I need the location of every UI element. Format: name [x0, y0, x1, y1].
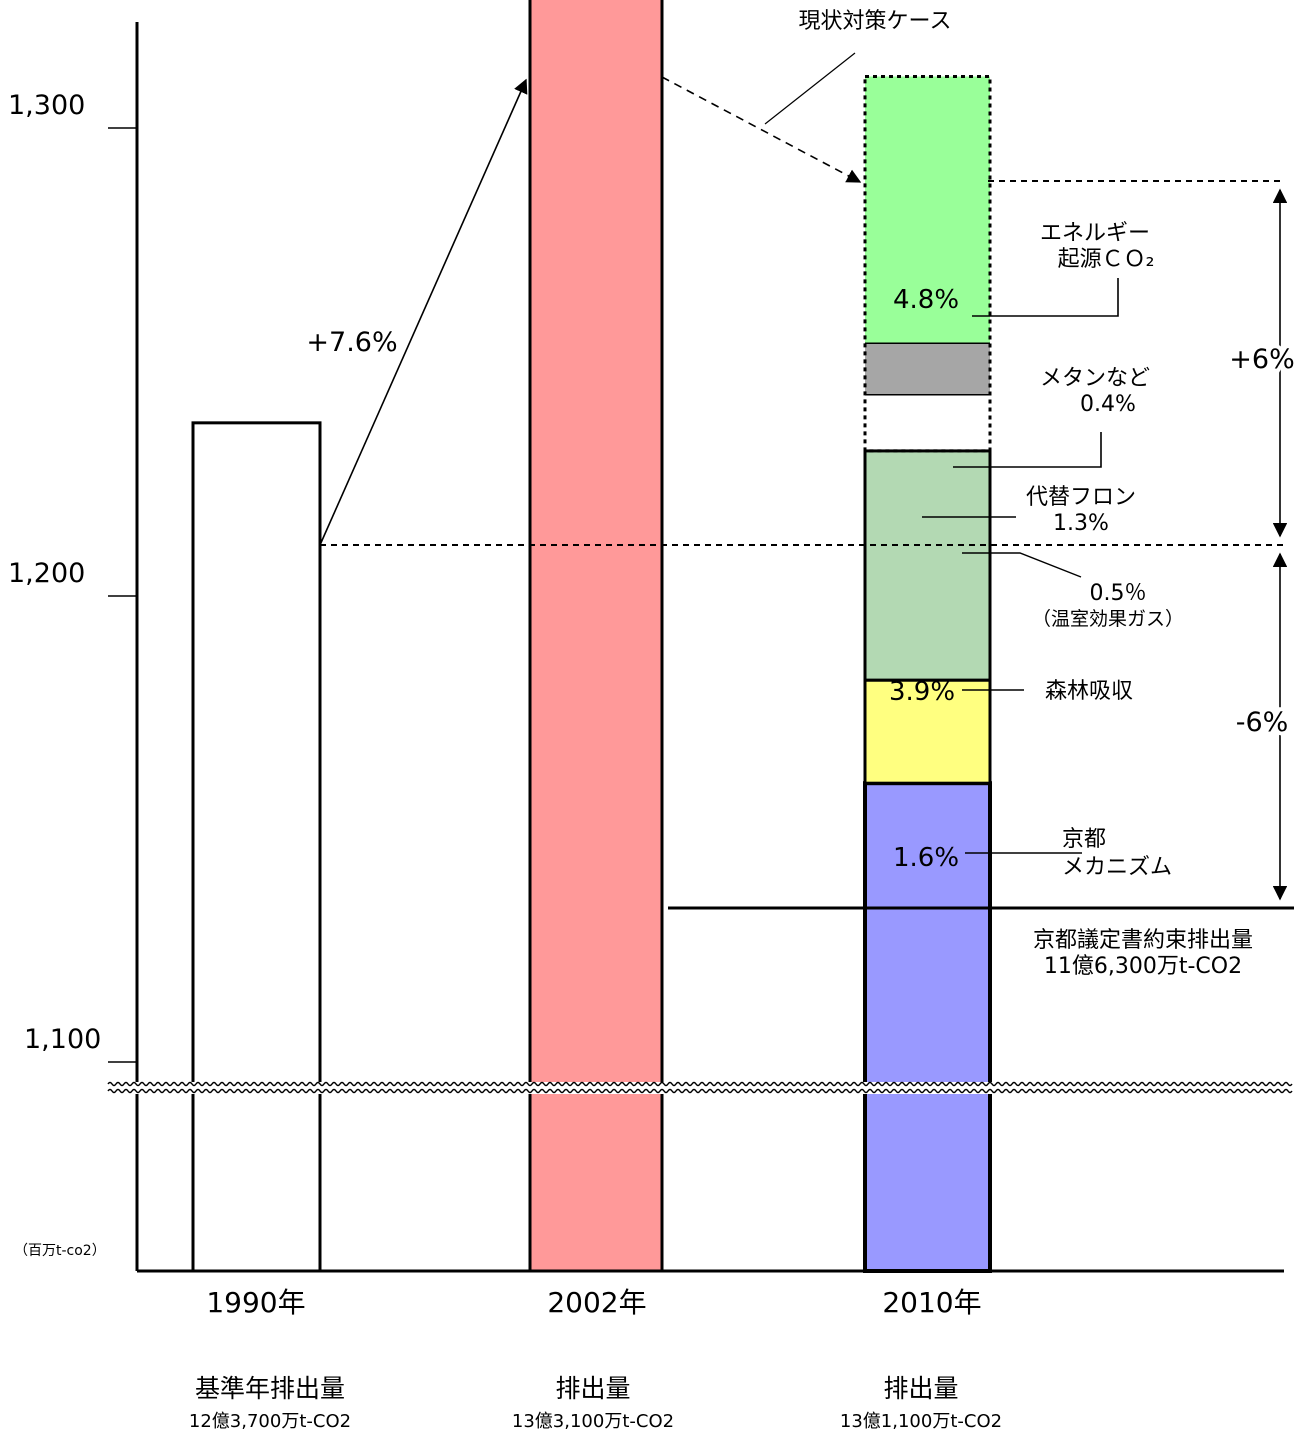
case-label: 現状対策ケース: [799, 9, 952, 34]
segment-forest: [863, 449, 992, 682]
bar-2002: [528, 0, 664, 1273]
plus-label: +6%: [1229, 344, 1294, 375]
growth-arrow: [319, 78, 528, 546]
sub-2002: 13億3,100万t-CO2: [512, 1411, 674, 1432]
caption-2010: 排出量: [883, 1374, 958, 1403]
ghg-leader: [962, 552, 1082, 578]
segment-energy: [865, 76, 990, 344]
segment-outline-dotted: [863, 75, 992, 453]
energy-label-2: 起源ＣＯ₂: [1058, 247, 1155, 272]
energy-pct: 4.8%: [893, 285, 959, 315]
segment-kyoto: [863, 678, 992, 785]
growth-label: +7.6%: [306, 327, 397, 358]
segment-freon: [865, 394, 990, 423]
case-leader: [764, 52, 856, 125]
energy-label-1: エネルギー: [1040, 221, 1150, 246]
kyoto-label-1: 京都: [1062, 827, 1106, 852]
segment-methane: [865, 343, 990, 395]
sub-2010: 13億1,100万t-CO2: [840, 1411, 1002, 1432]
segment-ghg: [865, 422, 990, 451]
methane-label-2: 0.4%: [1080, 392, 1136, 417]
bar-2010-commitment: [863, 781, 992, 1273]
bar-1990: [191, 421, 322, 1273]
year-1990: 1990年: [206, 1286, 305, 1319]
energy-leader: [972, 278, 1119, 317]
minus-label: -6%: [1236, 707, 1289, 738]
caption-2002: 排出量: [555, 1374, 630, 1403]
year-2002: 2002年: [547, 1286, 646, 1319]
kyoto-pct: 1.6%: [893, 843, 959, 873]
commitment-label-2: 11億6,300万t-CO2: [1044, 954, 1242, 979]
y-tick-label-1200: 1,200: [8, 558, 85, 589]
bars-layer: [191, 0, 992, 1273]
kyoto-label-2: メカニズム: [1062, 855, 1172, 880]
sub-1990: 12億3,700万t-CO2: [189, 1411, 351, 1432]
freon-label-1: 代替フロン: [1026, 485, 1136, 510]
axis-break: [107, 1081, 1293, 1094]
ghg-label-2: （温室効果ガス）: [1032, 608, 1184, 630]
caption-1990: 基準年排出量: [195, 1374, 345, 1403]
ghg-label-1: 0.5％: [1090, 581, 1147, 606]
y-tick-label-1300: 1,300: [8, 90, 85, 121]
commitment-label-1: 京都議定書約束排出量: [1033, 928, 1253, 953]
year-2010: 2010年: [882, 1286, 981, 1319]
methane-leader: [953, 432, 1102, 468]
freon-label-2: 1.3%: [1053, 511, 1109, 536]
unit-label: （百万t-co2）: [14, 1243, 106, 1259]
y-tick-label-1100: 1,100: [24, 1024, 101, 1055]
case-dashed-arrow: [661, 76, 862, 183]
methane-label-1: メタンなど: [1040, 366, 1150, 391]
forest-pct: 3.9%: [889, 677, 955, 707]
forest-label: 森林吸収: [1045, 679, 1133, 704]
